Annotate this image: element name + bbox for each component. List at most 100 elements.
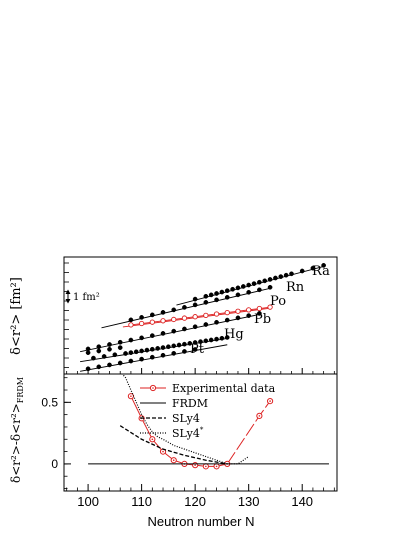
point-hg-112 bbox=[149, 346, 155, 352]
point-pb-130 bbox=[246, 313, 252, 318]
point-pb-132 bbox=[257, 311, 262, 316]
point-ra-138 bbox=[289, 271, 294, 277]
upper-y-axis-title: δ<r²> [fm²] bbox=[9, 277, 24, 355]
point-pb-118 bbox=[182, 326, 187, 332]
point-experimental-134 bbox=[266, 397, 274, 405]
point-hg-126 bbox=[224, 335, 230, 340]
point-hg-110 bbox=[139, 348, 144, 354]
point-rn-130 bbox=[246, 289, 252, 295]
point-po-122 bbox=[203, 312, 209, 318]
point-rn-112 bbox=[149, 312, 155, 318]
point-hg-101 bbox=[91, 355, 96, 361]
point-ra-125 bbox=[219, 289, 225, 295]
point-ra-132 bbox=[257, 279, 262, 285]
point-ra-130 bbox=[246, 282, 252, 288]
legend-label-experimental-data: Experimental data bbox=[172, 382, 276, 395]
point-po-128 bbox=[235, 308, 241, 314]
point-hg-109 bbox=[133, 349, 139, 355]
x-tick-label-130: 130 bbox=[238, 494, 260, 509]
point-ra-128 bbox=[235, 285, 241, 291]
lower-y-tick-label-0: 0 bbox=[51, 457, 58, 471]
point-ra-127 bbox=[230, 286, 235, 292]
point-hg-108 bbox=[128, 350, 134, 355]
legend-label-sly4-star-sup: * bbox=[200, 426, 204, 434]
point-hg-100 bbox=[85, 350, 91, 356]
series-label-pb: Pb bbox=[254, 312, 271, 327]
point-ra-120 bbox=[192, 296, 198, 302]
series-label-hg: Hg bbox=[224, 327, 244, 342]
point-ra-131 bbox=[251, 281, 257, 286]
point-rn-120 bbox=[192, 302, 198, 308]
point-ra-136 bbox=[278, 274, 284, 279]
point-po-126 bbox=[224, 309, 230, 316]
x-tick-label-100: 100 bbox=[77, 494, 99, 509]
point-hg-106 bbox=[117, 345, 123, 350]
series-line-sly4 bbox=[119, 425, 228, 465]
point-hg-124 bbox=[214, 336, 219, 342]
point-pb-104 bbox=[107, 342, 112, 347]
point-pb-116 bbox=[171, 328, 177, 334]
legend-label-sly4-star: SLy4* bbox=[172, 426, 204, 440]
point-po-118 bbox=[181, 315, 188, 321]
point-ra-133 bbox=[262, 278, 268, 284]
point-po-134 bbox=[267, 304, 273, 310]
point-po-114 bbox=[160, 318, 166, 324]
lower-y-axis-title-main: δ<r²>-δ<r²> bbox=[9, 403, 23, 483]
series-label-rn: Rn bbox=[286, 280, 305, 295]
point-pb-128 bbox=[235, 315, 241, 321]
point-hg-113 bbox=[155, 346, 161, 351]
point-hg-120 bbox=[192, 340, 198, 345]
x-axis-title: Neutron number N bbox=[148, 514, 255, 529]
legend-item-frdm: FRDM bbox=[140, 397, 208, 410]
point-pt-106 bbox=[117, 360, 123, 366]
legend-label-sly4: SLy4 bbox=[172, 412, 200, 425]
point-hg-116 bbox=[171, 343, 177, 349]
point-ra-142 bbox=[310, 265, 316, 271]
point-rn-134 bbox=[267, 284, 273, 290]
point-po-132 bbox=[256, 305, 263, 312]
lower-y-axis-title-sub: FRDM bbox=[16, 377, 25, 403]
point-rn-128 bbox=[235, 292, 241, 298]
point-pt-104 bbox=[107, 362, 112, 368]
point-hg-123 bbox=[208, 337, 214, 343]
point-hg-103 bbox=[101, 354, 107, 359]
point-hg-121 bbox=[198, 339, 203, 345]
point-pb-102 bbox=[96, 344, 102, 350]
point-pt-110 bbox=[139, 356, 144, 362]
series-line-sly4-star bbox=[121, 374, 250, 465]
point-hg-107 bbox=[123, 351, 128, 356]
point-pt-118 bbox=[182, 349, 187, 354]
legend-item-experimental-data: Experimental data bbox=[140, 382, 276, 395]
point-pb-110 bbox=[139, 335, 144, 341]
lower-y-axis-title: δ<r²>-δ<r²>FRDM bbox=[9, 377, 25, 483]
lower-y-tick-label-0.5: 0.5 bbox=[41, 395, 58, 409]
point-rn-116 bbox=[171, 307, 177, 313]
point-po-116 bbox=[171, 316, 177, 323]
point-pb-126 bbox=[224, 317, 230, 323]
point-po-112 bbox=[149, 319, 155, 325]
point-pb-108 bbox=[128, 337, 134, 343]
scale-bar-label: 1 fm² bbox=[73, 292, 100, 303]
point-rn-126 bbox=[224, 294, 230, 300]
point-po-108 bbox=[128, 322, 134, 328]
point-hg-104 bbox=[107, 346, 112, 352]
point-ra-123 bbox=[208, 292, 214, 298]
point-hg-125 bbox=[219, 335, 225, 341]
point-experimental-108 bbox=[127, 393, 135, 400]
point-po-130 bbox=[246, 307, 252, 313]
upper-plot-area bbox=[79, 263, 326, 372]
point-pb-112 bbox=[149, 333, 155, 338]
point-pb-124 bbox=[214, 319, 219, 325]
point-hg-105 bbox=[112, 352, 118, 358]
point-experimental-112 bbox=[149, 436, 156, 443]
point-ra-140 bbox=[299, 268, 305, 274]
point-pb-114 bbox=[160, 331, 166, 336]
series-line-experimental-extrapolated bbox=[226, 400, 271, 465]
point-pt-120 bbox=[192, 347, 198, 352]
point-pt-116 bbox=[171, 350, 177, 356]
point-experimental-116 bbox=[170, 457, 177, 464]
point-rn-132 bbox=[257, 287, 262, 293]
point-pb-122 bbox=[203, 322, 209, 327]
